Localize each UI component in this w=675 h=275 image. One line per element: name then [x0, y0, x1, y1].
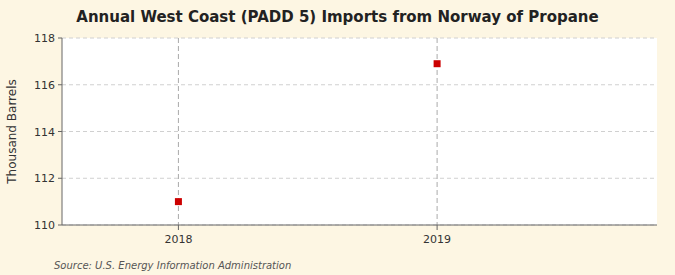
y-tick-label: 118: [34, 32, 55, 45]
y-grid: [62, 38, 657, 225]
y-tick-label: 116: [34, 79, 55, 92]
source-note: Source: U.S. Energy Information Administ…: [54, 260, 291, 271]
y-axis-label: Thousand Barrels: [5, 79, 19, 184]
plot-area: [62, 38, 657, 225]
title: Annual West Coast (PADD 5) Imports from …: [76, 8, 598, 26]
x-tick: [178, 225, 179, 230]
y-tick: [58, 225, 62, 226]
data-group: [175, 38, 441, 225]
x-tick-label: 2019: [423, 233, 451, 246]
y-grid-line: [62, 84, 657, 85]
chart-container: Annual West Coast (PADD 5) Imports from …: [0, 0, 675, 275]
y-tick: [58, 131, 62, 132]
x-axis-line: [62, 225, 657, 226]
y-axis-line: [62, 38, 63, 225]
chart-svg: Annual West Coast (PADD 5) Imports from …: [0, 0, 675, 275]
y-tick: [58, 38, 62, 39]
y-grid-line: [62, 38, 657, 39]
y-tick-label: 110: [34, 219, 55, 232]
y-grid-line: [62, 178, 657, 179]
y-tick: [58, 84, 62, 85]
y-tick: [58, 178, 62, 179]
data-point: [434, 60, 441, 67]
data-point: [175, 198, 182, 205]
y-grid-line: [62, 225, 657, 226]
y-tick-label: 112: [34, 172, 55, 185]
background: [0, 0, 675, 275]
y-tick-label: 114: [34, 126, 55, 139]
point-guide-line: [178, 38, 179, 225]
x-tick-label: 2018: [164, 233, 192, 246]
y-grid-line: [62, 131, 657, 132]
x-tick: [437, 225, 438, 230]
